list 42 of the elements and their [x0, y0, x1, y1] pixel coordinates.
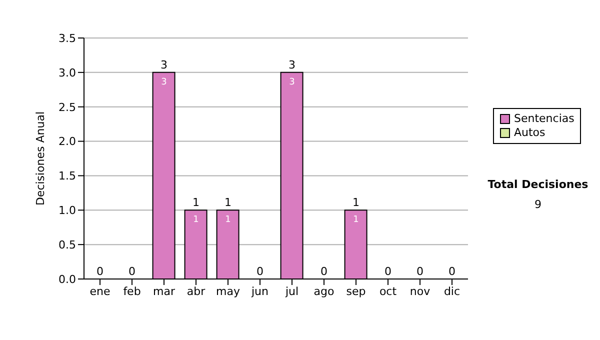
x-tick-label: jul [284, 284, 299, 298]
total-label: 3 [160, 58, 168, 72]
total-label: 1 [224, 196, 232, 210]
total-label: 3 [288, 58, 296, 72]
y-tick-label: 2.0 [58, 135, 76, 148]
x-tick-label: abr [186, 284, 206, 298]
data-label: 1 [353, 215, 359, 226]
legend-label: Autos [514, 126, 546, 140]
y-tick-label: 0.5 [58, 238, 76, 252]
data-label: 1 [225, 215, 231, 226]
x-tick-label: dic [444, 284, 460, 298]
x-tick-label: mar [153, 284, 176, 298]
total-label: 0 [416, 265, 424, 278]
total-label: 1 [192, 196, 200, 210]
data-label: 3 [161, 77, 167, 88]
total-label: 0 [96, 265, 104, 278]
x-tick-label: jun [250, 284, 269, 298]
y-axis-title: Decisiones Anual [34, 111, 47, 206]
text: Total Decisiones [486, 178, 590, 191]
total-label: 0 [448, 265, 456, 278]
total-label: 0 [256, 265, 264, 278]
total-label: 0 [128, 265, 136, 278]
total-label: 1 [352, 196, 360, 210]
legend-label: Sentencias [514, 112, 574, 126]
data-label: 3 [289, 77, 295, 88]
y-tick-label: 1.5 [58, 170, 76, 183]
y-tick-label: 0.0 [58, 272, 76, 286]
text: 9 [534, 198, 542, 211]
y-tick-label: 3.5 [58, 32, 76, 45]
data-label: 1 [193, 215, 199, 226]
total-label: 0 [384, 265, 392, 278]
x-tick-label: oct [379, 284, 398, 298]
x-tick-label: may [216, 284, 240, 298]
x-tick-label: feb [123, 284, 141, 298]
y-tick-label: 2.5 [58, 100, 76, 114]
total-label: 0 [320, 265, 328, 278]
y-tick-label: 1.0 [58, 204, 76, 218]
x-tick-label: ene [90, 284, 110, 298]
x-tick-label: sep [346, 284, 366, 298]
x-tick-label: ago [314, 284, 334, 298]
y-tick-label: 3.0 [58, 66, 76, 80]
x-tick-label: nov [410, 284, 431, 298]
